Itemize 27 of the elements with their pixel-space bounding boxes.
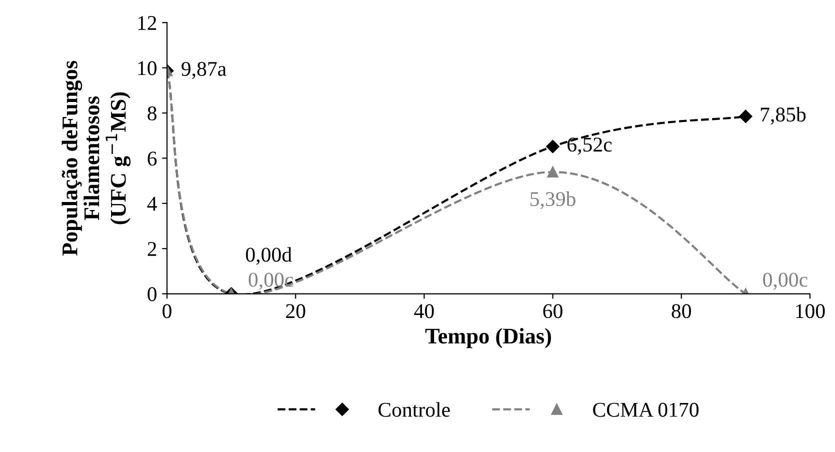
data-label: 0,00d	[246, 247, 292, 265]
y-tick-label: 0	[148, 287, 156, 302]
point	[547, 166, 558, 178]
x-tick-label: 0	[162, 304, 172, 318]
x-tick-label: 40	[414, 304, 434, 318]
y-tick-label: 4	[147, 196, 157, 211]
legend-label: Controle	[378, 402, 450, 417]
x-tick-label: 20	[286, 304, 306, 318]
x-tick-label: 60	[543, 304, 562, 318]
y-tick-label: 12	[138, 16, 156, 30]
data-label: 0,00c	[248, 272, 294, 290]
x-tick-label: 100	[796, 304, 825, 318]
data-label: 5,39b	[530, 191, 576, 210]
legend-label: CCMA 0170	[593, 402, 699, 417]
point	[739, 110, 752, 123]
point	[546, 140, 560, 154]
y-tick-label: 6	[148, 152, 157, 166]
data-label: 9,87a	[182, 62, 226, 79]
x-tick-label: 80	[672, 304, 691, 318]
y-tick-label: 8	[148, 106, 156, 120]
y-axis-title: População deFungos Filamentosos (UFC g$^{−1}$MS)	[62, 60, 131, 256]
y-tick-label: 2	[148, 242, 156, 256]
data-label: 6,52c	[568, 138, 612, 155]
y-tick-label: 10	[138, 61, 156, 76]
x-axis-title: Tempo (Dias)	[425, 328, 551, 348]
data-label: 0,00c	[763, 272, 808, 290]
data-label: 7,85b	[760, 106, 806, 125]
